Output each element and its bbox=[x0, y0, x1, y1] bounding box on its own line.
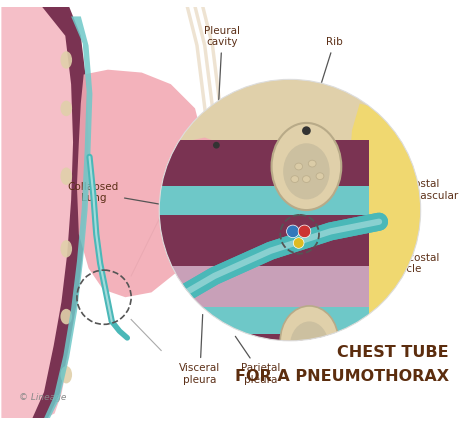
Ellipse shape bbox=[290, 321, 328, 370]
Circle shape bbox=[302, 126, 311, 135]
Polygon shape bbox=[32, 7, 89, 418]
Text: Rib: Rib bbox=[307, 37, 343, 128]
Polygon shape bbox=[159, 186, 369, 215]
Polygon shape bbox=[153, 137, 251, 314]
Circle shape bbox=[287, 225, 299, 238]
Circle shape bbox=[298, 225, 311, 238]
Ellipse shape bbox=[61, 167, 72, 185]
Polygon shape bbox=[44, 17, 92, 418]
Polygon shape bbox=[159, 266, 369, 307]
Ellipse shape bbox=[61, 366, 72, 383]
Ellipse shape bbox=[302, 176, 310, 182]
Text: Collapsed
Lung: Collapsed Lung bbox=[68, 182, 163, 205]
Ellipse shape bbox=[61, 309, 72, 324]
Ellipse shape bbox=[280, 306, 338, 376]
Ellipse shape bbox=[295, 163, 302, 170]
Ellipse shape bbox=[61, 101, 72, 116]
Polygon shape bbox=[159, 140, 369, 186]
Ellipse shape bbox=[291, 176, 299, 182]
Ellipse shape bbox=[61, 240, 72, 258]
Polygon shape bbox=[1, 7, 79, 418]
Text: Pleural
cavity: Pleural cavity bbox=[204, 26, 240, 142]
Polygon shape bbox=[331, 104, 428, 351]
Ellipse shape bbox=[283, 143, 329, 199]
Ellipse shape bbox=[61, 51, 72, 69]
Polygon shape bbox=[159, 334, 369, 375]
Text: © Lineage: © Lineage bbox=[19, 393, 66, 402]
Ellipse shape bbox=[272, 123, 341, 210]
Polygon shape bbox=[77, 70, 205, 297]
Text: Intercostal
muscle: Intercostal muscle bbox=[343, 252, 439, 282]
Circle shape bbox=[159, 79, 420, 341]
Text: FOR A PNEUMOTHORAX: FOR A PNEUMOTHORAX bbox=[235, 369, 449, 384]
Ellipse shape bbox=[316, 173, 324, 180]
Polygon shape bbox=[159, 215, 369, 266]
Polygon shape bbox=[159, 307, 369, 334]
Text: Parietal
pleura: Parietal pleura bbox=[236, 336, 281, 385]
Text: Visceral
pleura: Visceral pleura bbox=[179, 314, 220, 385]
Text: Intercostal
neurovascular
bundle: Intercostal neurovascular bundle bbox=[322, 179, 458, 230]
Circle shape bbox=[213, 142, 220, 149]
Ellipse shape bbox=[309, 160, 316, 167]
Circle shape bbox=[293, 238, 304, 248]
Text: CHEST TUBE: CHEST TUBE bbox=[337, 345, 449, 360]
